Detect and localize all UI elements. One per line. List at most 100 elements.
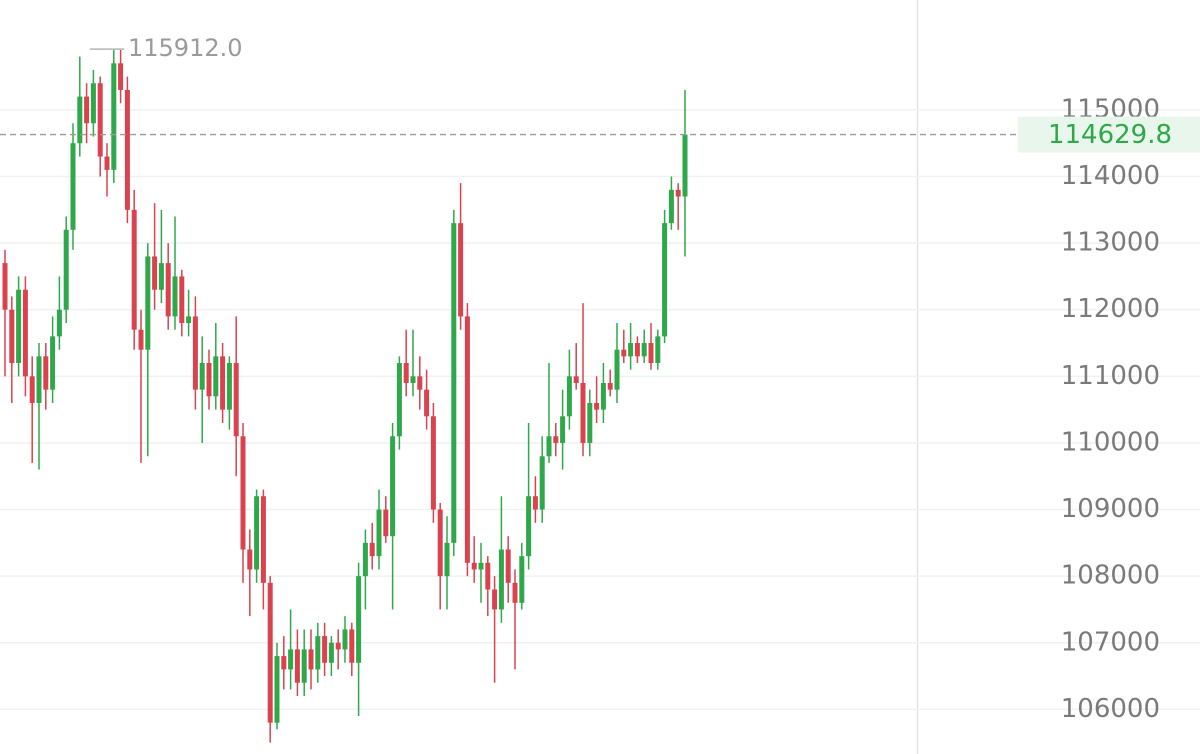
candle-body [111,63,117,170]
candle-body [240,436,246,550]
candle-body [369,542,375,557]
candle-body [274,656,280,723]
candle-body [356,576,362,663]
candle-body [532,496,538,510]
candle-body [322,636,328,663]
candle-body [634,343,640,357]
candle-body [288,649,294,670]
candle-body [621,349,627,357]
candle-body [580,382,586,443]
candle-body [43,356,49,390]
candle-body [607,382,613,390]
candle-body [539,456,545,510]
candle-body [594,402,600,410]
candle-body [492,589,498,610]
candle-body [2,263,8,310]
candle-body [458,223,464,317]
candle-body [417,376,423,390]
candle-body [451,223,457,543]
candle-body [560,416,566,443]
candle-body [90,83,96,124]
candle-body [281,656,287,670]
candle-body [648,343,654,364]
last-price-label: 114629.8 [1048,120,1172,150]
candle-body [410,376,416,383]
candle-body [335,642,341,650]
candle-body [36,356,42,403]
candle-body [587,402,593,443]
candle-body [628,343,634,357]
y-tick-label: 106000 [1061,694,1160,724]
candle-body [308,649,314,670]
candle-body [362,542,368,577]
candle-body [655,336,661,364]
candle-body [403,363,409,383]
candle-body [267,582,273,723]
candle-body [553,436,559,443]
candle-body [84,96,90,124]
candle-body [179,276,185,324]
candle-body [29,376,35,403]
candle-body [165,263,171,317]
last-price-box [1018,116,1200,153]
y-tick-label: 114000 [1061,161,1160,191]
candle-body [16,289,22,364]
candle-body [682,134,688,197]
candle-body [600,382,606,410]
candle-body [546,436,552,457]
y-tick-label: 110000 [1061,427,1160,457]
candle-body [526,496,532,557]
candle-body [505,549,511,583]
candle-body [430,416,436,510]
candle-body [437,509,443,577]
candle-body [675,189,681,197]
candle-body [519,556,525,603]
candle-body [668,189,674,224]
y-tick-label: 111000 [1061,361,1160,391]
candle-body [104,156,110,170]
candle-body [471,562,477,570]
candle-body [206,363,212,397]
candle-body [233,363,239,437]
candle-body [342,629,348,650]
candle-body [77,96,83,144]
candle-body [566,376,572,417]
candle-body [152,256,158,290]
y-tick-label: 107000 [1061,627,1160,657]
high-label: 115912.0 [128,34,243,62]
candle-body [478,562,484,570]
candle-body [444,542,450,577]
candle-body [186,316,192,324]
candle-body [172,276,178,317]
candle-body [22,289,28,377]
candle-body [641,343,647,357]
candle-body [138,329,144,350]
y-tick-label: 109000 [1061,494,1160,524]
candle-body [213,356,219,397]
candle-body [260,496,266,583]
candle-body [97,83,103,157]
candle-body [226,363,232,410]
y-tick-label: 112000 [1061,294,1160,324]
candle-body [158,263,164,290]
candle-body [349,629,355,663]
candle-body [424,389,430,417]
candle-body [390,436,396,537]
candle-body [118,63,124,90]
candle-body [199,363,205,390]
candle-body [254,496,260,570]
candle-body [124,89,130,210]
candle-body [485,562,491,590]
candle-body [498,549,504,610]
candle-body [192,316,198,390]
candle-body [247,549,253,570]
candle-body [70,143,76,230]
candle-body [464,316,470,563]
y-tick-label: 108000 [1061,561,1160,591]
candle-body [383,509,389,537]
candle-body [301,649,307,683]
candle-body [131,209,137,330]
candle-body [63,229,69,310]
candle-body [614,349,620,390]
